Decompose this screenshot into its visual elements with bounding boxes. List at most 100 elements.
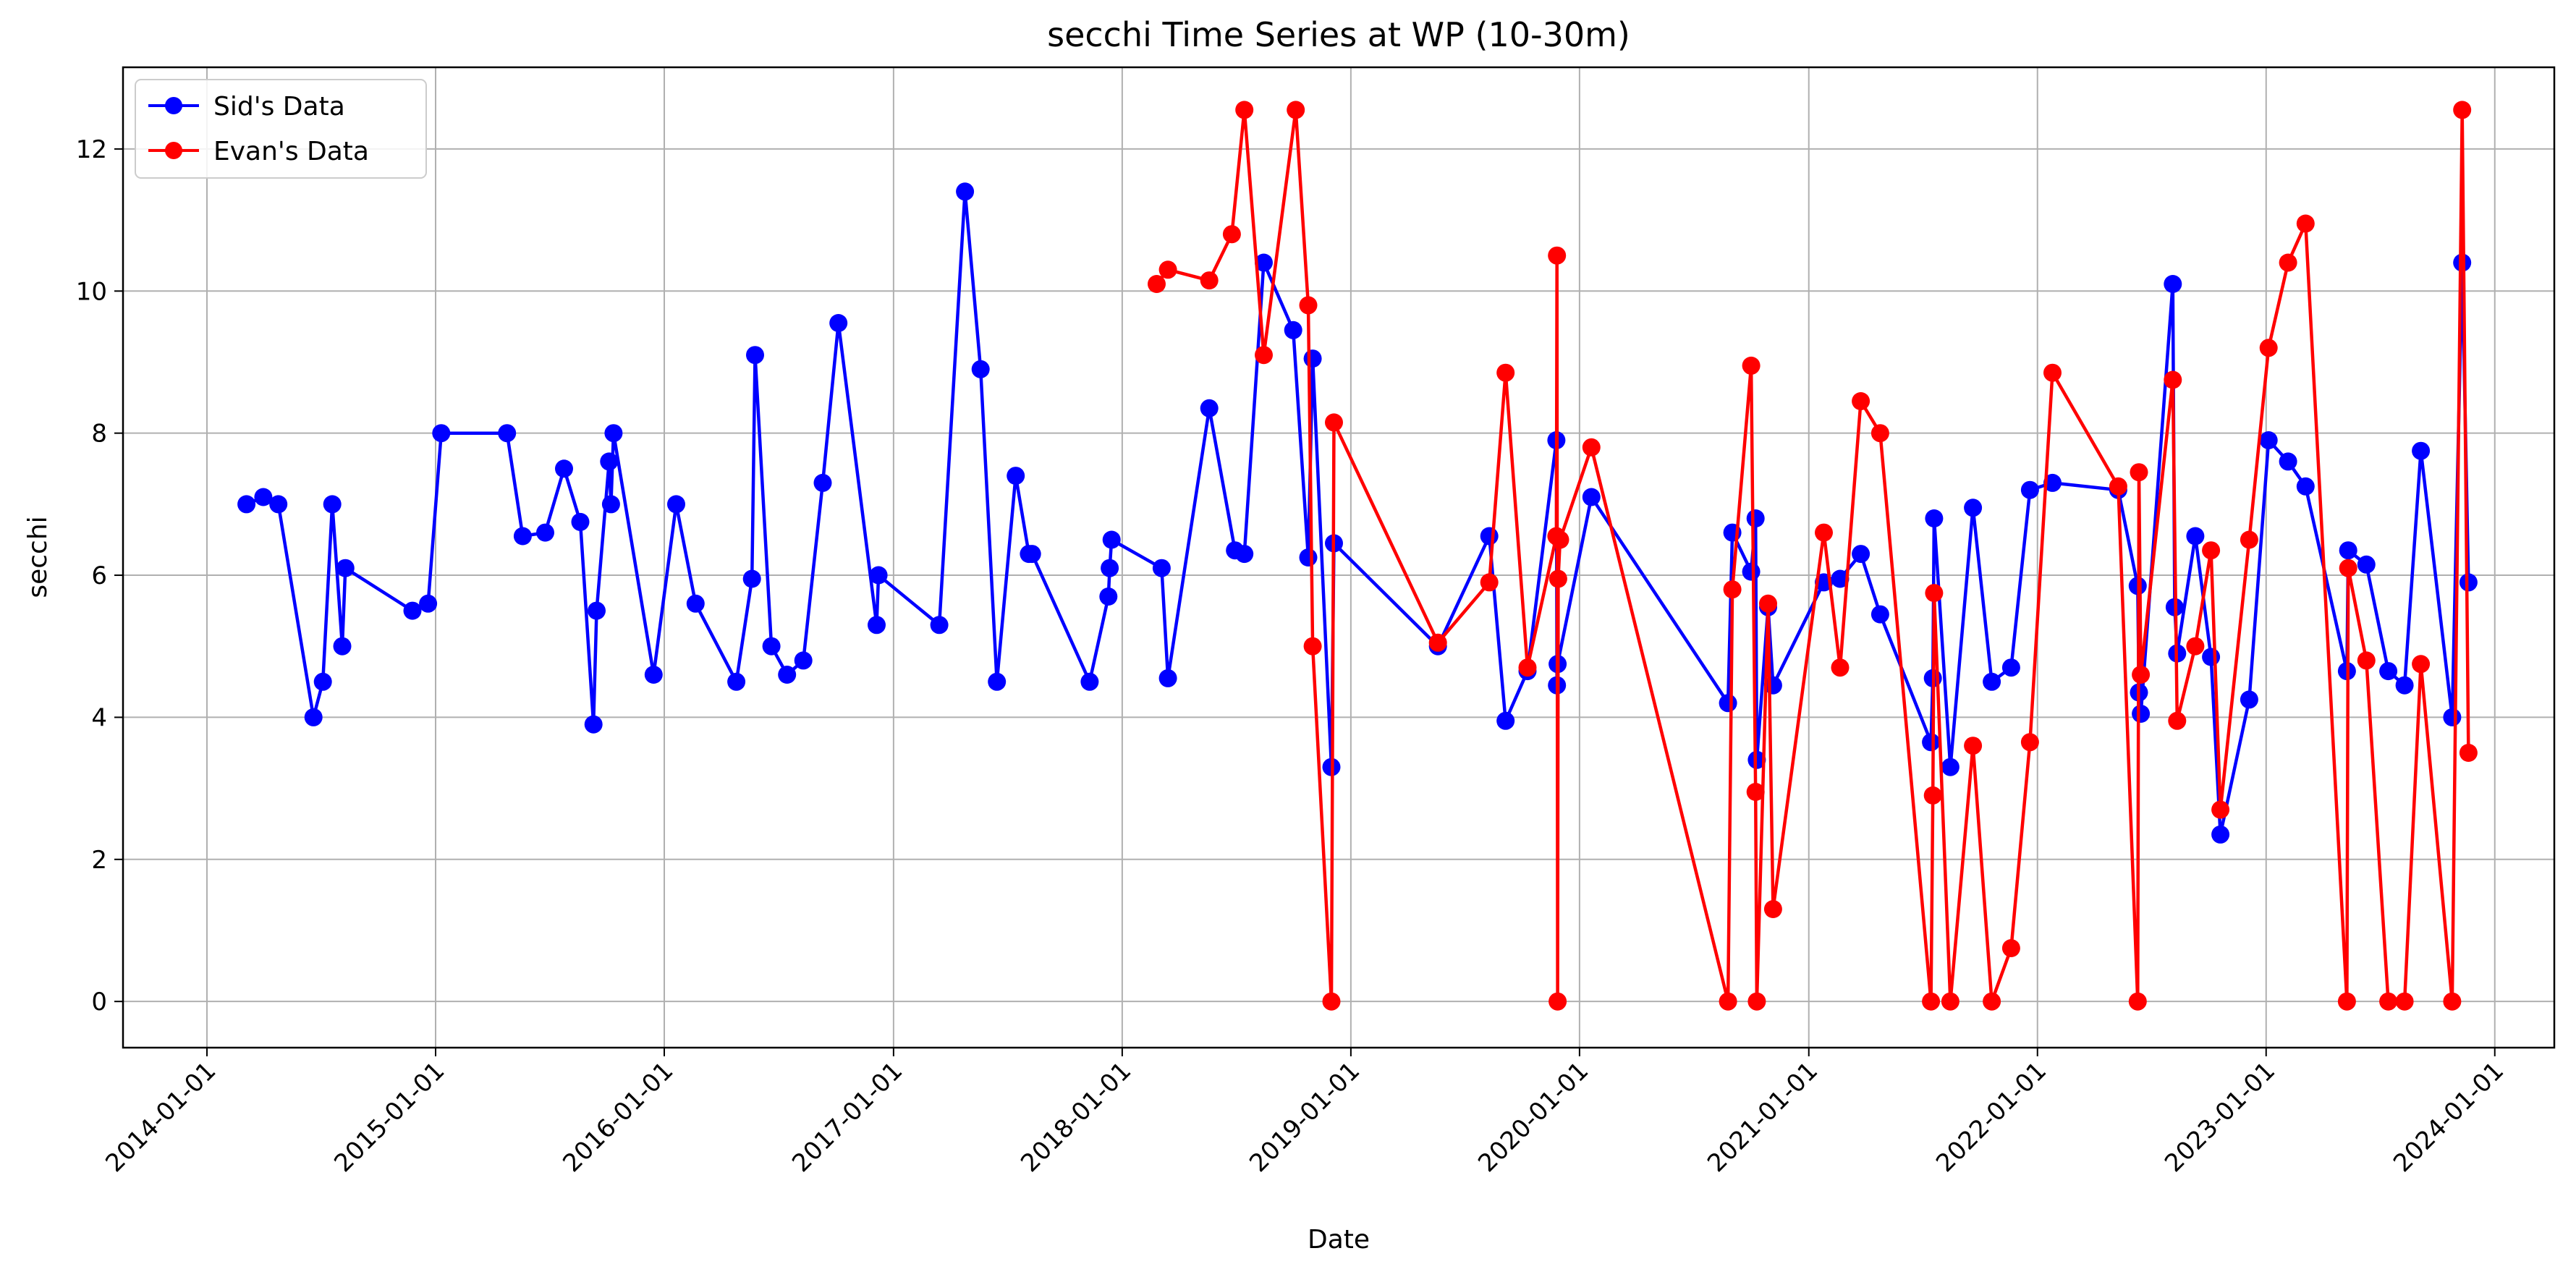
data-point-sids-data <box>323 495 342 514</box>
data-point-evans-data <box>1148 275 1166 293</box>
data-point-sids-data <box>1870 605 1889 624</box>
data-point-sids-data <box>746 346 764 365</box>
data-point-sids-data <box>2043 473 2062 492</box>
data-point-evans-data <box>2164 370 2182 389</box>
data-point-evans-data <box>2453 101 2472 119</box>
data-point-evans-data <box>1747 992 1766 1011</box>
data-point-evans-data <box>1719 992 1737 1011</box>
data-point-sids-data <box>2164 275 2182 293</box>
data-point-sids-data <box>2211 825 2230 844</box>
data-point-sids-data <box>2395 676 2414 695</box>
data-point-evans-data <box>1923 786 1942 805</box>
data-point-sids-data <box>2459 573 2478 592</box>
data-point-evans-data <box>2379 992 2398 1011</box>
y-tick-label: 8 <box>91 420 107 449</box>
data-point-sids-data <box>1303 349 1322 368</box>
data-point-sids-data <box>1200 399 1219 417</box>
data-point-evans-data <box>2395 992 2414 1011</box>
data-point-sids-data <box>600 452 619 471</box>
data-point-evans-data <box>2339 559 2357 577</box>
data-point-evans-data <box>2296 214 2315 233</box>
data-point-sids-data <box>269 495 288 514</box>
data-point-sids-data <box>1582 488 1601 506</box>
data-point-sids-data <box>1080 672 1099 691</box>
data-point-sids-data <box>432 424 451 443</box>
data-point-evans-data <box>2020 733 2039 752</box>
data-point-sids-data <box>1299 548 1318 567</box>
data-point-evans-data <box>2443 992 2462 1011</box>
data-point-sids-data <box>644 666 663 684</box>
data-point-evans-data <box>1759 594 1777 613</box>
data-point-evans-data <box>1870 424 1889 443</box>
data-point-sids-data <box>2279 452 2297 471</box>
data-point-sids-data <box>988 672 1007 691</box>
data-point-evans-data <box>1723 580 1742 599</box>
data-point-sids-data <box>333 637 352 656</box>
data-point-evans-data <box>1964 737 1983 755</box>
y-tick-label: 2 <box>91 846 107 875</box>
data-point-sids-data <box>1255 253 1273 272</box>
data-point-sids-data <box>588 601 606 620</box>
legend-box <box>135 79 427 179</box>
y-tick-label: 12 <box>76 135 107 164</box>
y-axis-ticks: 0 2 4 6 8 10 12 <box>76 135 123 1017</box>
y-tick-label: 10 <box>76 277 107 306</box>
data-point-sids-data <box>513 527 532 546</box>
data-point-sids-data <box>1158 669 1177 687</box>
data-point-sids-data <box>571 512 590 531</box>
data-point-evans-data <box>1322 992 1341 1011</box>
data-point-sids-data <box>667 495 685 514</box>
data-point-evans-data <box>2132 666 2151 684</box>
data-point-evans-data <box>1428 633 1447 652</box>
data-point-sids-data <box>1941 758 1959 776</box>
data-point-evans-data <box>1922 992 1941 1011</box>
data-point-evans-data <box>2459 744 2478 762</box>
data-point-sids-data <box>2020 480 2039 499</box>
data-point-evans-data <box>2240 530 2258 549</box>
data-point-sids-data <box>1852 545 1870 564</box>
data-point-sids-data <box>2202 648 2221 666</box>
data-point-sids-data <box>498 424 517 443</box>
data-point-sids-data <box>742 569 761 588</box>
data-point-sids-data <box>2339 541 2357 560</box>
data-point-evans-data <box>1255 346 1273 365</box>
data-point-evans-data <box>1200 271 1219 290</box>
data-point-evans-data <box>1746 783 1765 801</box>
data-point-evans-data <box>2412 655 2431 674</box>
data-point-evans-data <box>2168 711 2187 730</box>
data-point-sids-data <box>778 666 797 684</box>
data-point-sids-data <box>956 182 975 201</box>
y-tick-label: 6 <box>91 561 107 590</box>
legend-label-evans-data: Evan's Data <box>213 137 369 166</box>
series-layer <box>237 101 2478 1011</box>
data-point-sids-data <box>1235 545 1254 564</box>
legend: Sid's Data Evan's Data <box>135 79 427 179</box>
data-point-evans-data <box>2202 541 2221 560</box>
data-point-evans-data <box>1742 356 1761 375</box>
data-point-evans-data <box>1548 246 1567 265</box>
data-point-evans-data <box>2130 463 2148 482</box>
data-point-sids-data <box>1007 467 1025 485</box>
data-point-sids-data <box>601 495 620 514</box>
data-point-sids-data <box>1480 527 1499 546</box>
data-point-sids-data <box>2357 555 2376 574</box>
data-point-sids-data <box>1742 562 1761 581</box>
data-point-evans-data <box>1287 101 1305 119</box>
data-point-evans-data <box>1983 992 2001 1011</box>
data-point-sids-data <box>829 314 848 332</box>
data-point-evans-data <box>1496 363 1515 382</box>
data-point-evans-data <box>1222 225 1241 244</box>
data-point-evans-data <box>1548 569 1567 588</box>
data-point-sids-data <box>1496 711 1515 730</box>
data-point-evans-data <box>1551 530 1569 549</box>
data-point-sids-data <box>254 488 273 506</box>
data-point-evans-data <box>1299 296 1318 315</box>
data-point-evans-data <box>1941 992 1959 1011</box>
data-point-evans-data <box>1158 260 1177 279</box>
data-point-evans-data <box>1480 573 1499 592</box>
data-point-sids-data <box>1102 530 1121 549</box>
data-point-sids-data <box>2259 431 2278 449</box>
